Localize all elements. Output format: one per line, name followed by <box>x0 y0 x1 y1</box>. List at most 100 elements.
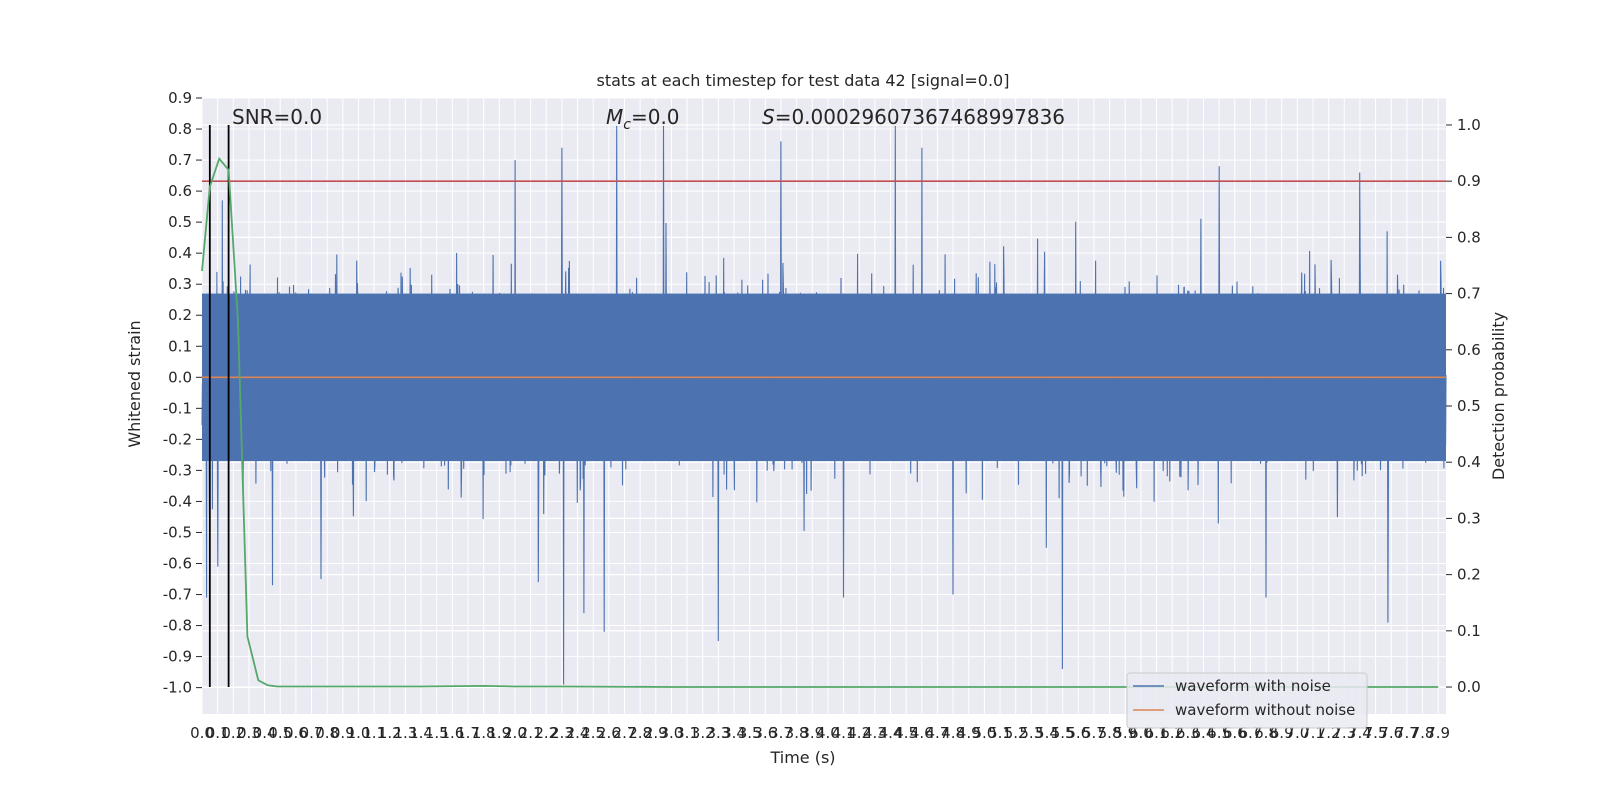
x-tick-label: 3.8 <box>785 724 809 742</box>
x-tick-label: 3.6 <box>753 724 777 742</box>
x-tick-label: 5.7 <box>1082 724 1106 742</box>
y2-axis-label: Detection probability <box>1489 312 1508 480</box>
y2-tick-label: 0.8 <box>1457 228 1481 246</box>
x-tick-label: 1.5 <box>425 724 449 742</box>
x-tick-label: 2.0 <box>503 724 527 742</box>
x-tick-label: 0.1 <box>206 724 230 742</box>
x-axis-label: Time (s) <box>769 748 835 767</box>
x-tick-label: 3.7 <box>769 724 793 742</box>
legend: waveform with noise waveform without noi… <box>1126 672 1368 729</box>
x-tick-label: 4.5 <box>894 724 918 742</box>
y2-tick-label: 1.0 <box>1457 116 1481 134</box>
mc-annotation: Mc=0.0 <box>606 105 680 133</box>
x-tick-label: 7.7 <box>1395 724 1419 742</box>
y-tick-label: -0.7 <box>163 586 192 604</box>
x-tick-label: 4.0 <box>816 724 840 742</box>
x-tick-label: 4.7 <box>926 724 950 742</box>
x-tick-label: 2.5 <box>581 724 605 742</box>
x-tick-label: 5.8 <box>1098 724 1122 742</box>
x-tick-label: 1.4 <box>409 724 433 742</box>
x-tick-label: 2.9 <box>644 724 668 742</box>
mc-value: =0.0 <box>631 105 680 129</box>
x-tick-label: 3.1 <box>675 724 699 742</box>
y2-tick-label: 0.4 <box>1457 453 1481 471</box>
x-tick-label: 2.7 <box>613 724 637 742</box>
s-annotation: S=0.0002960736746899783​6 <box>762 105 1065 129</box>
y-axis-ticks: 0.9 0.8 0.7 0.6 0.5 0.4 0.3 0.2 0.1 0.0 -0.1 -0.2 -0… <box>163 89 202 697</box>
x-tick-label: 1.3 <box>393 724 417 742</box>
legend-box <box>1126 672 1368 729</box>
y-tick-label: -1.0 <box>163 679 192 697</box>
mc-subscript: c <box>623 117 631 133</box>
x-tick-label: 3.2 <box>691 724 715 742</box>
x-tick-label: 2.3 <box>550 724 574 742</box>
x-tick-label: 1.2 <box>378 724 402 742</box>
x-tick-label: 3.9 <box>800 724 824 742</box>
legend-label-noise: waveform with noise <box>1175 677 1331 695</box>
y2-tick-label: 0.2 <box>1457 566 1481 584</box>
x-tick-label: 3.3 <box>706 724 730 742</box>
y-tick-label: -0.4 <box>163 492 192 510</box>
x-tick-label: 1.7 <box>456 724 480 742</box>
s-symbol: S <box>762 105 775 129</box>
chart-title: stats at each timestep for test data 42 … <box>597 71 1010 90</box>
x-tick-label: 0.3 <box>237 724 261 742</box>
x-tick-label: 7.6 <box>1379 724 1403 742</box>
y-tick-label: -0.8 <box>163 617 192 635</box>
x-tick-label: 0.7 <box>300 724 324 742</box>
x-tick-label: 5.1 <box>988 724 1012 742</box>
y-tick-label: -0.6 <box>163 554 192 572</box>
y-tick-label: 0.0 <box>168 368 192 386</box>
y-tick-label: 0.3 <box>168 275 192 293</box>
detection-probability-line <box>201 156 1439 688</box>
x-tick-label: 2.2 <box>534 724 558 742</box>
x-tick-label: 5.0 <box>972 724 996 742</box>
legend-label-clean: waveform without noise <box>1175 701 1355 719</box>
x-tick-label: 7.5 <box>1364 724 1388 742</box>
x-tick-label: 2.6 <box>597 724 621 742</box>
x-tick-label: 7.8 <box>1411 724 1435 742</box>
y2-tick-label: 0.1 <box>1457 622 1481 640</box>
x-tick-label: 5.6 <box>1066 724 1090 742</box>
y2-tick-label: 0.7 <box>1457 285 1481 303</box>
y-tick-label: 0.1 <box>168 337 192 355</box>
x-tick-label: 1.6 <box>440 724 464 742</box>
y2-tick-label: 0.3 <box>1457 509 1481 527</box>
y-tick-label: -0.9 <box>163 648 192 666</box>
y-tick-label: 0.2 <box>168 306 192 324</box>
x-tick-label: 4.1 <box>832 724 856 742</box>
x-tick-label: 4.2 <box>847 724 871 742</box>
s-value: =0.0002960736746899783​6 <box>775 105 1065 129</box>
y-tick-label: 0.8 <box>168 120 192 138</box>
y-tick-label: 0.5 <box>168 213 192 231</box>
x-tick-label: 5.5 <box>1051 724 1075 742</box>
y-tick-label: 0.9 <box>168 89 192 107</box>
overlays <box>201 124 1446 688</box>
x-tick-label: 2.4 <box>566 724 590 742</box>
x-tick-label: 5.2 <box>1004 724 1028 742</box>
y-tick-label: 0.6 <box>168 182 192 200</box>
mc-symbol: M <box>606 105 623 129</box>
y2-tick-label: 0.0 <box>1457 678 1481 696</box>
x-tick-label: 0.0 <box>190 724 214 742</box>
x-tick-label: 0.2 <box>221 724 245 742</box>
x-tick-label: 4.4 <box>879 724 903 742</box>
y2-tick-label: 0.5 <box>1457 397 1481 415</box>
y-tick-label: -0.5 <box>163 523 192 541</box>
x-tick-label: 0.6 <box>284 724 308 742</box>
x-tick-label: 5.4 <box>1035 724 1059 742</box>
x-tick-label: 3.0 <box>660 724 684 742</box>
x-tick-label: 3.4 <box>722 724 746 742</box>
y-tick-label: -0.3 <box>163 461 192 479</box>
x-tick-label: 5.3 <box>1019 724 1043 742</box>
y-tick-label: 0.4 <box>168 244 192 262</box>
x-tick-label: 0.4 <box>253 724 277 742</box>
x-tick-label: 0.8 <box>315 724 339 742</box>
x-tick-label: 4.9 <box>957 724 981 742</box>
y2-axis-ticks: 1.0 0.9 0.8 0.7 0.6 0.5 0.4 0.3 0.2 0.1 0.0 <box>1446 116 1481 696</box>
y2-tick-label: 0.6 <box>1457 341 1481 359</box>
y-axis-label: Whitened strain <box>125 320 144 447</box>
x-tick-label: 7.9 <box>1426 724 1450 742</box>
x-tick-label: 4.6 <box>910 724 934 742</box>
